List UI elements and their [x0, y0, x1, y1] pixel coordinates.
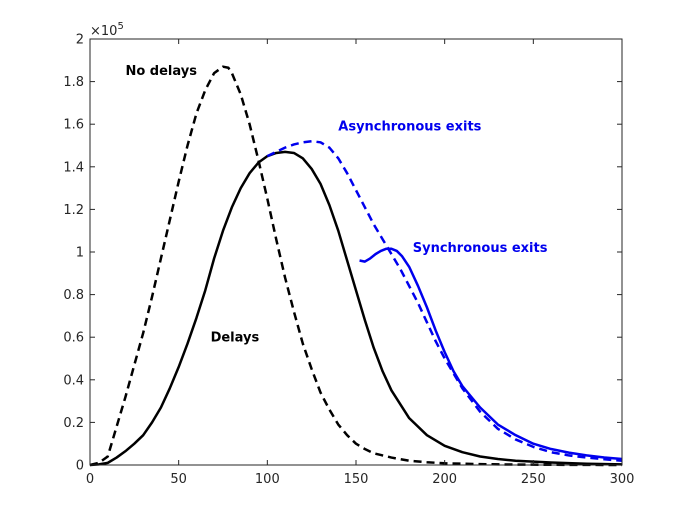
series-line-synchronous-exits — [359, 247, 623, 461]
y-exponent-label: ×105 — [90, 21, 124, 39]
series-line-no-delays — [89, 65, 623, 467]
y-tick-label: 0.2 — [63, 416, 84, 431]
series-layer — [89, 65, 623, 467]
y-tick-label: 0 — [76, 459, 84, 474]
y-tick-label: 0.8 — [63, 288, 84, 303]
annotation-no-delays: No delays — [125, 64, 197, 79]
y-tick-label: 1.6 — [63, 118, 84, 133]
annotation-asynchronous-exits: Asynchronous exits — [338, 120, 481, 135]
y-exponent-power: 5 — [117, 21, 123, 32]
x-tick-label: 50 — [170, 472, 187, 487]
x-tick-label: 250 — [521, 472, 546, 487]
y-tick-label: 0.4 — [63, 373, 84, 388]
plot-area — [90, 39, 622, 465]
series-line-delays — [89, 150, 623, 467]
x-tick-label: 200 — [432, 472, 457, 487]
y-tick-label: 0.6 — [63, 331, 84, 346]
y-tick-label: 1.8 — [63, 75, 84, 90]
y-tick-label: 1 — [76, 246, 84, 261]
y-exponent-base: ×10 — [90, 24, 117, 39]
y-tick-label: 1.4 — [63, 160, 84, 175]
annotation-synchronous-exits: Synchronous exits — [413, 241, 548, 256]
series-line-asynchronous-exits — [266, 139, 623, 462]
x-axis: 0 50 100 150 200 250 300 — [86, 39, 635, 487]
x-tick-label: 300 — [610, 472, 635, 487]
y-axis: 0 0.2 0.4 0.6 0.8 1 1.2 1.4 1.6 1.8 2 — [63, 33, 622, 474]
y-tick-label: 1.2 — [63, 203, 84, 218]
annotations: No delays Asynchronous exits Synchronous e… — [125, 64, 547, 345]
annotation-delays: Delays — [211, 330, 260, 345]
y-tick-label: 2 — [76, 33, 84, 48]
x-tick-label: 0 — [86, 472, 94, 487]
x-tick-label: 100 — [255, 472, 280, 487]
x-tick-label: 150 — [344, 472, 369, 487]
